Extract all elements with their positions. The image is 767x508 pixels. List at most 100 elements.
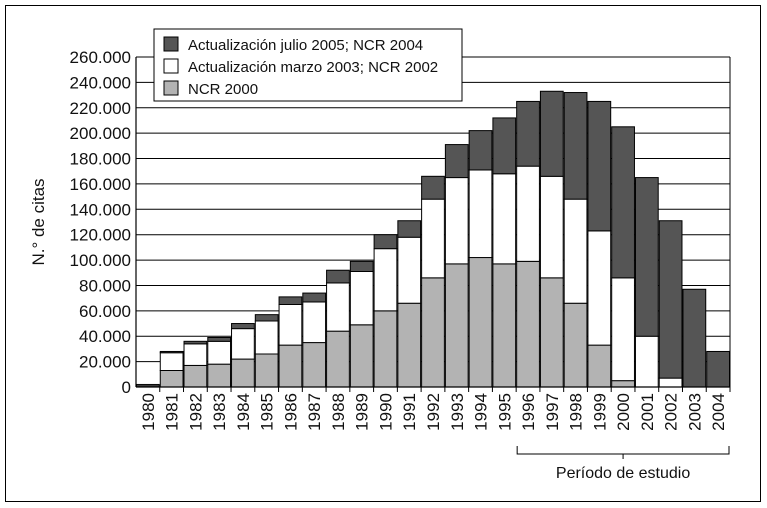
legend-entry: Actualización julio 2005; NCR 2004 (188, 37, 423, 54)
bar-segment-1995-s1 (492, 173, 517, 265)
bar-segment-1989-s1 (349, 271, 374, 326)
bar-segment-1987-s2 (302, 292, 327, 303)
bar-segment-1989-s2 (349, 260, 374, 273)
legend-swatch (163, 80, 179, 96)
bar-segment-1983-s1 (207, 340, 232, 365)
y-axis-title: N.° de citas (29, 178, 48, 265)
bar-segment-1994-s1 (468, 169, 493, 259)
bar-segment-1998-s1 (563, 198, 588, 304)
bars (136, 90, 730, 388)
x-tick-label: 1998 (567, 393, 586, 431)
bar-segment-1993-s2 (444, 144, 469, 179)
x-tick-label: 2001 (638, 393, 657, 431)
y-tick-label: 200.000 (70, 124, 131, 143)
bar-segment-1988-s0 (326, 330, 350, 388)
bar-segment-1982-s0 (183, 364, 208, 388)
x-tick-label: 1995 (495, 393, 514, 431)
y-tick-label: 100.000 (70, 251, 131, 270)
x-tick-label: 2004 (709, 393, 728, 431)
bar-segment-2002-s1 (658, 377, 683, 388)
x-tick-label: 1994 (472, 393, 491, 431)
x-tick-label: 1982 (186, 393, 205, 431)
bar-segment-1985-s0 (254, 353, 279, 388)
x-tick-label: 1996 (519, 393, 538, 431)
y-tick-labels: 0 20.000 40.000 60.000 80.000 100.000 120.000 1… (70, 48, 131, 397)
x-tick-label: 1985 (258, 393, 277, 431)
bar-segment-2003-s2 (682, 288, 707, 388)
bar-segment-1984-s2 (231, 323, 255, 330)
x-tick-label: 1988 (329, 393, 348, 431)
bar-segment-1984-s0 (231, 358, 255, 388)
x-tick-label: 1980 (139, 393, 158, 431)
y-tick-label: 0 (122, 378, 131, 397)
bar-segment-1990-s2 (373, 234, 398, 250)
bracket-line (516, 446, 730, 455)
y-tick-label: 220.000 (70, 99, 131, 118)
bar-segment-1997-s1 (539, 175, 564, 279)
bar-segment-1988-s1 (326, 282, 350, 332)
bar-segment-1982-s1 (183, 343, 208, 366)
bar-segment-1989-s0 (349, 324, 374, 388)
bar-segment-1983-s2 (207, 337, 232, 342)
bar-segment-1990-s0 (373, 310, 398, 388)
bar-segment-1999-s1 (587, 230, 612, 346)
bar-segment-1986-s1 (278, 304, 303, 346)
y-tick-label: 180.000 (70, 150, 131, 169)
bar-segment-1995-s2 (492, 117, 517, 175)
bar-segment-1992-s0 (421, 277, 445, 388)
x-tick-label: 1983 (210, 393, 229, 431)
x-tick-label: 1993 (448, 393, 467, 431)
x-tick-label: 2003 (685, 393, 704, 431)
bar-segment-1993-s0 (444, 263, 469, 388)
y-tick-label: 120.000 (70, 226, 131, 245)
bar-segment-1985-s2 (254, 314, 279, 322)
bar-segment-1986-s0 (278, 344, 303, 388)
y-tick-label: 240.000 (70, 73, 131, 92)
legend-entry: Actualización marzo 2003; NCR 2002 (188, 59, 438, 76)
bar-segment-1986-s2 (278, 296, 303, 305)
y-tick-label: 60.000 (79, 302, 131, 321)
x-tick-labels: 1980 1981 1982 1983 1984 1985 1986 1987 1988 1989… (139, 393, 728, 431)
bar-segment-1981-s2 (159, 350, 184, 354)
bar-segment-1997-s0 (539, 277, 564, 388)
bar-segment-1991-s2 (397, 220, 422, 238)
bar-segment-1998-s0 (563, 302, 588, 388)
bar-segment-1996-s1 (516, 165, 540, 262)
x-tick-label: 1997 (543, 393, 562, 431)
x-tick-label: 1984 (234, 393, 253, 431)
bar-segment-1981-s1 (159, 352, 184, 372)
bar-segment-2002-s2 (658, 220, 683, 379)
bar-segment-2001-s2 (634, 177, 659, 337)
bar-segment-1994-s2 (468, 130, 493, 171)
x-tick-label: 2000 (614, 393, 633, 431)
chart-frame: 0 20.000 40.000 60.000 80.000 100.000 120.000 1… (5, 5, 761, 502)
bar-segment-1999-s2 (587, 100, 612, 232)
bar-segment-1996-s0 (516, 260, 540, 388)
legend-swatch (163, 36, 179, 52)
bar-segment-2004-s2 (706, 350, 730, 388)
bar-segment-1981-s0 (159, 370, 184, 388)
bar-chart: 0 20.000 40.000 60.000 80.000 100.000 120.000 1… (29, 28, 731, 482)
x-tick-label: 1986 (281, 393, 300, 431)
x-tick-label: 2002 (662, 393, 681, 431)
y-tick-label: 260.000 (70, 48, 131, 67)
bar-segment-2000-s1 (611, 277, 635, 382)
bar-segment-1998-s2 (563, 92, 588, 200)
bar-segment-1995-s0 (492, 263, 517, 388)
bar-segment-2000-s0 (611, 380, 635, 388)
bar-segment-1991-s1 (397, 236, 422, 304)
x-tick-label: 1987 (305, 393, 324, 431)
bar-segment-1999-s0 (587, 344, 612, 388)
bar-segment-1992-s1 (421, 198, 445, 279)
bar-segment-1990-s1 (373, 248, 398, 312)
bar-segment-1980-s1 (136, 383, 160, 387)
bar-segment-1984-s1 (231, 328, 255, 360)
bar-segment-1996-s2 (516, 100, 540, 167)
bar-segment-1987-s0 (302, 342, 327, 388)
bar-segment-1982-s2 (183, 340, 208, 345)
bar-segment-1993-s1 (444, 177, 469, 265)
bar-segment-2001-s1 (634, 335, 659, 388)
bar-segment-1985-s1 (254, 320, 279, 355)
x-tick-label: 1990 (376, 393, 395, 431)
x-tick-label: 1981 (163, 393, 182, 431)
